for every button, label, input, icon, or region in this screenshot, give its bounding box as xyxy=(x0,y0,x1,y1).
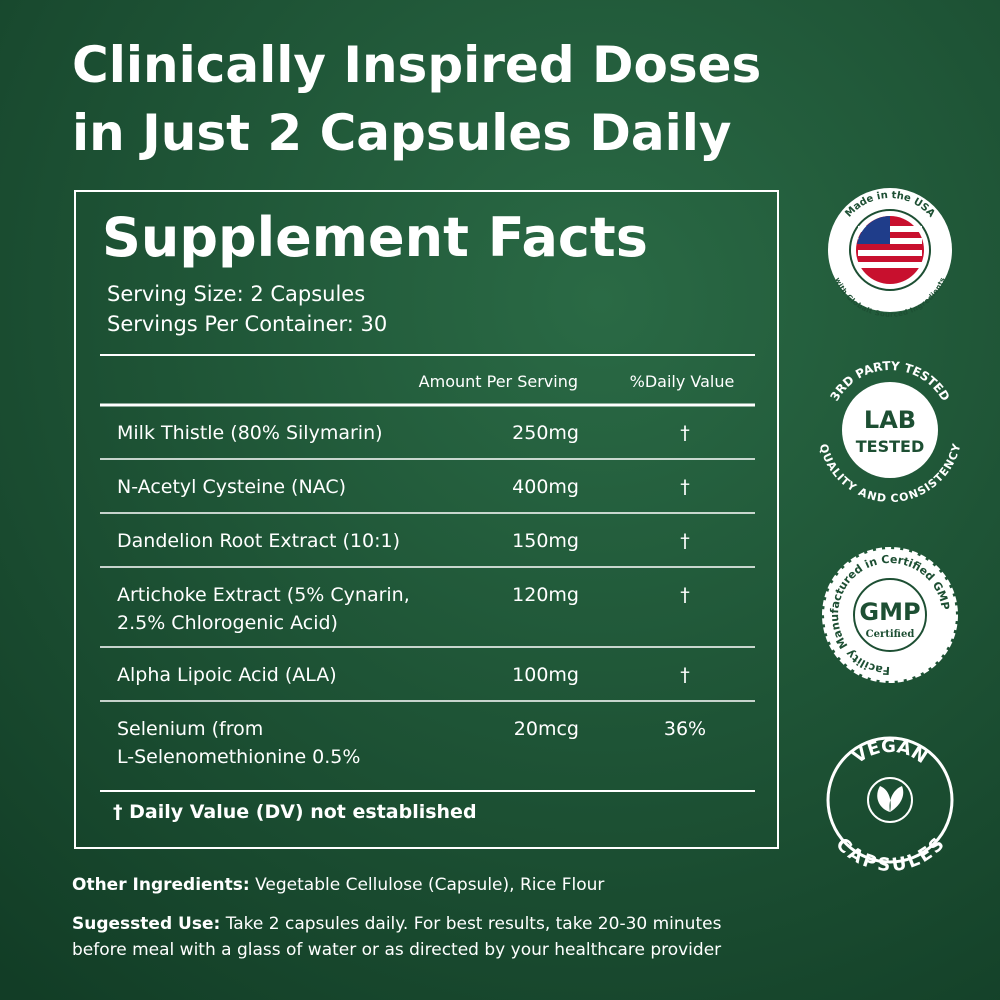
badge-main: LAB xyxy=(864,406,916,434)
footnote: † Daily Value (DV) not established xyxy=(113,801,477,823)
ingredient-name: L-Selenomethionine 0.5% xyxy=(117,746,360,768)
daily-value: † xyxy=(680,584,690,606)
headline: Clinically Inspired Doses xyxy=(72,36,761,94)
badge-circle xyxy=(822,547,958,683)
daily-value: 36% xyxy=(664,718,706,740)
badge-gmp: Facility Manufactured in Certified GMP G… xyxy=(822,547,958,683)
badge-inner xyxy=(849,209,931,291)
badge-usa: Made in the USA with Globalt Sourced Ing… xyxy=(828,188,952,319)
daily-value: † xyxy=(680,476,690,498)
serving-size: Serving Size: 2 Capsules xyxy=(107,282,365,306)
leaf-icon xyxy=(877,786,904,812)
badge-sub: Certified xyxy=(866,629,915,640)
badge-inner xyxy=(867,777,913,823)
servings-per-container: Servings Per Container: 30 xyxy=(107,312,387,336)
badge-circle xyxy=(842,382,938,478)
column-header: Amount Per Serving xyxy=(419,372,578,391)
facts-box xyxy=(74,190,779,849)
amount: 20mcg xyxy=(514,718,579,740)
amount: 150mg xyxy=(512,530,579,552)
headline: in Just 2 Capsules Daily xyxy=(72,104,732,162)
amount: 100mg xyxy=(512,664,579,686)
amount: 400mg xyxy=(512,476,579,498)
badge-circle xyxy=(826,736,954,864)
ingredient-name: Dandelion Root Extract (10:1) xyxy=(117,530,400,552)
badge-main: GMP xyxy=(859,598,920,626)
column-header: %Daily Value xyxy=(630,372,735,391)
ingredient-name: Milk Thistle (80% Silymarin) xyxy=(117,422,383,444)
daily-value: † xyxy=(680,664,690,686)
ingredient-name: Selenium (from xyxy=(117,718,263,740)
badge-inner xyxy=(853,578,927,652)
facts-title: Supplement Facts xyxy=(102,206,648,269)
amount: 250mg xyxy=(512,422,579,444)
ingredient-name: Alpha Lipoic Acid (ALA) xyxy=(117,664,337,686)
ingredient-name: 2.5% Chlorogenic Acid) xyxy=(117,612,338,634)
other-ingredients: Other Ingredients: Vegetable Cellulose (… xyxy=(72,875,604,895)
badge-main: TESTED xyxy=(856,437,925,456)
ingredient-name: Artichoke Extract (5% Cynarin, xyxy=(117,584,410,606)
text: Vegetable Cellulose (Capsule), Rice Flou… xyxy=(255,875,604,895)
label: Sugessted Use: xyxy=(72,914,220,934)
suggested-use: before meal with a glass of water or as … xyxy=(72,940,721,960)
ingredient-name: N-Acetyl Cysteine (NAC) xyxy=(117,476,346,498)
suggested-use: Sugessted Use: Take 2 capsules daily. Fo… xyxy=(72,914,722,934)
daily-value: † xyxy=(680,530,690,552)
daily-value: † xyxy=(680,422,690,444)
amount: 120mg xyxy=(512,584,579,606)
text: Take 2 capsules daily. For best results,… xyxy=(225,914,722,934)
flag xyxy=(856,216,924,284)
label: Other Ingredients: xyxy=(72,875,250,895)
facts-rows: Milk Thistle (80% Silymarin) 250mg † N-Acet… xyxy=(100,422,755,792)
